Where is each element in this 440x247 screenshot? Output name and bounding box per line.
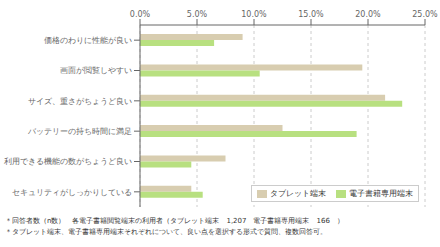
html-text:＊回答者数（n数） 各電子書籍閲覧端末の利用者（タブレット端: ＊回答者数（n数） 各電子書籍閲覧端末の利用者（タブレット端末 1,207 電子… — [5, 217, 344, 225]
svg-text:15.0%: 15.0% — [298, 10, 324, 19]
svg-text:20.0%: 20.0% — [355, 10, 381, 19]
svg-text:画面が閲覧しやすい: 画面が閲覧しやすい — [60, 66, 132, 75]
html-text:＊タブレット端末、電子書籍専用端末それぞれについて、良い点を: ＊タブレット端末、電子書籍専用端末それぞれについて、良い点を選択する形式で質問、… — [5, 228, 327, 236]
svg-text:5.0%: 5.0% — [187, 10, 208, 19]
svg-text:25.0%: 25.0% — [412, 10, 438, 19]
svg-text:10.0%: 10.0% — [241, 10, 267, 19]
html-text:電子書籍専用端末: 電子書籍専用端末 — [349, 189, 413, 198]
svg-text:0.0%: 0.0% — [130, 10, 151, 19]
svg-text:サイズ、重さがちょうど良い: サイズ、重さがちょうど良い — [28, 97, 132, 106]
svg-text:価格のわりに性能が良い: 価格のわりに性能が良い — [44, 36, 132, 45]
svg-text:利用できる機能の数がちょうど良い: 利用できる機能の数がちょうど良い — [4, 157, 132, 166]
html-text:タブレット端末: タブレット端末 — [270, 189, 326, 198]
svg-text:セキュリティがしっかりしている: セキュリティがしっかりしている — [12, 188, 132, 197]
svg-text:バッテリーの持ち時間に満足: バッテリーの持ち時間に満足 — [27, 127, 132, 136]
